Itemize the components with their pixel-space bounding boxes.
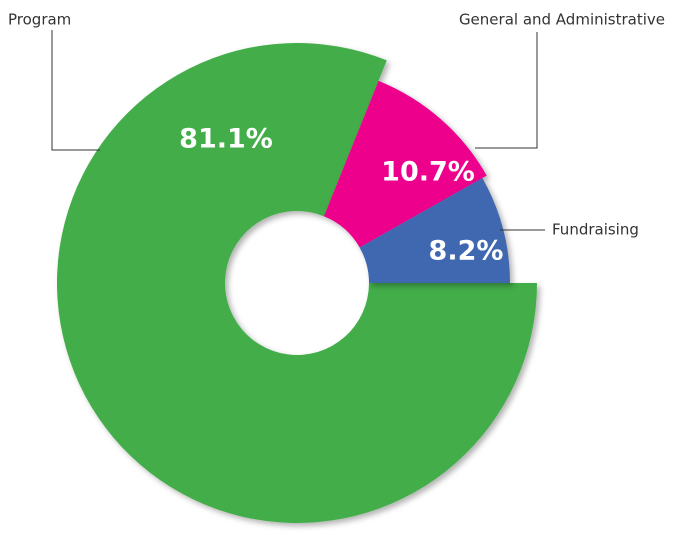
slice	[323, 80, 487, 248]
slice	[57, 42, 537, 523]
category-label: Program	[8, 11, 71, 29]
value-label: 8.2%	[429, 236, 504, 267]
slice	[359, 178, 510, 283]
category-label: General and Administrative	[459, 11, 665, 29]
category-label: Fundraising	[552, 221, 639, 239]
value-label: 10.7%	[381, 157, 475, 188]
leader-line	[51, 30, 100, 151]
leader-line	[475, 32, 538, 149]
slices	[57, 42, 537, 523]
value-label: 81.1%	[179, 124, 273, 155]
